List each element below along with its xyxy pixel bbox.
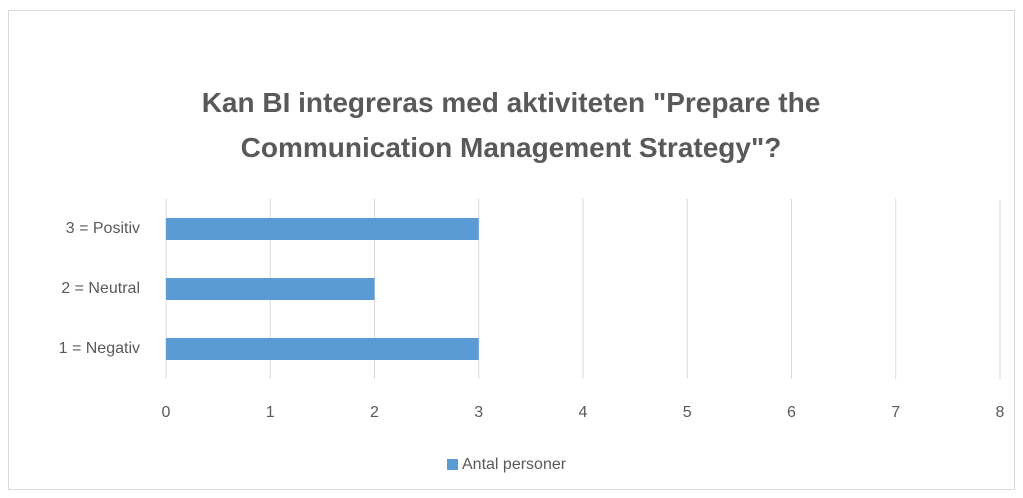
chart-border: [8, 10, 1015, 490]
x-tick-label: 3: [474, 404, 483, 421]
bar: [166, 278, 375, 300]
chart-title: Kan BI integreras med aktiviteten "Prepa…: [201, 87, 821, 163]
x-tick-label: 5: [683, 404, 692, 421]
bar: [166, 218, 479, 240]
y-tick-label: 2 = Neutral: [61, 280, 140, 297]
y-tick-label: 3 = Positiv: [66, 220, 140, 237]
x-tick-label: 7: [891, 404, 900, 421]
x-tick-label: 4: [579, 404, 588, 421]
legend-swatch: [447, 459, 458, 470]
x-tick-label: 6: [787, 404, 796, 421]
x-tick-label: 1: [266, 404, 275, 421]
y-tick-label: 1 = Negativ: [59, 340, 140, 357]
legend-label: Antal personer: [462, 456, 567, 473]
x-tick-label: 8: [996, 404, 1005, 421]
x-tick-label: 2: [370, 404, 379, 421]
x-tick-label: 0: [162, 404, 171, 421]
bar: [166, 338, 479, 360]
